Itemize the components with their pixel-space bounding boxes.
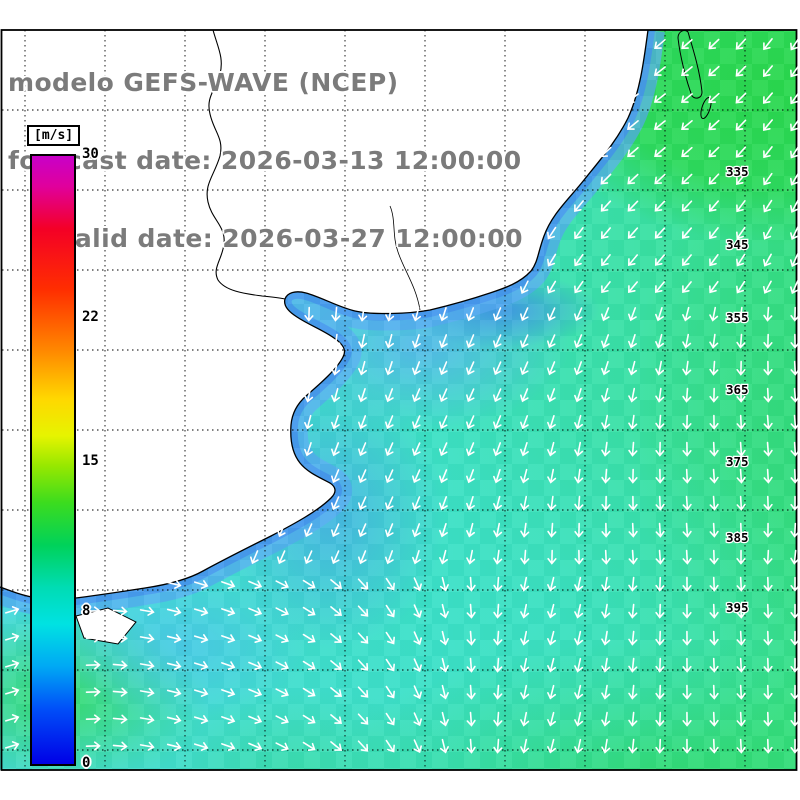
lat-label: 345 — [726, 237, 749, 252]
inland-river-line — [389, 205, 421, 311]
latitude-labels: 335 345 355 365 375 385 395 — [725, 163, 750, 617]
header: modelo GEFS-WAVE (NCEP) forecast date: 2… — [8, 18, 523, 304]
grid-lines — [2, 30, 797, 770]
lat-label: 335 — [726, 164, 749, 179]
lat-label: 365 — [726, 382, 749, 397]
model-title: modelo GEFS-WAVE (NCEP) — [8, 68, 399, 97]
lat-label: 395 — [726, 600, 749, 615]
lat-label: 385 — [726, 530, 749, 545]
land-layer — [0, 29, 712, 645]
lat-label: 355 — [726, 310, 749, 325]
colorbar-tick: 15 — [82, 453, 99, 469]
coastline — [0, 29, 649, 601]
colorbar-tick: 22 — [82, 309, 99, 325]
colorbar-gradient — [30, 154, 76, 766]
lat-label: 375 — [726, 454, 749, 469]
colorbar-unit-label: [m/s] — [27, 125, 81, 146]
valid-date: valid date: 2026-03-27 12:00:00 — [40, 224, 523, 253]
coastal-lagoon — [677, 29, 703, 99]
wind-vector-field — [4, 37, 800, 754]
island — [75, 607, 137, 645]
colorbar-tick: 30 — [82, 146, 99, 162]
land-mass — [0, 30, 648, 600]
colorbar-tick: 8 — [82, 603, 91, 619]
colorbar-tick: 0 — [82, 755, 91, 771]
river-border-line — [206, 29, 286, 300]
